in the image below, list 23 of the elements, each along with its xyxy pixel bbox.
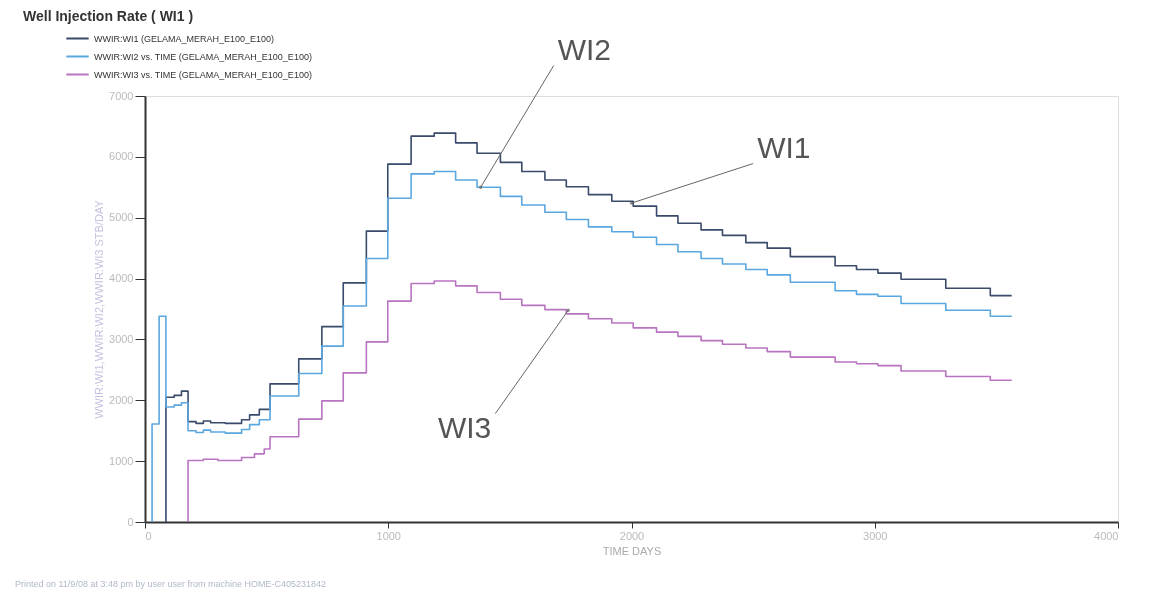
y-tick-label: 7000	[109, 89, 134, 102]
y-tick-label: 4000	[109, 272, 134, 285]
annotation: WI3	[437, 410, 492, 444]
y-tick-label: 5000	[109, 211, 134, 224]
y-tick-label: 1000	[109, 454, 134, 467]
x-tick-label: 3000	[863, 529, 888, 542]
y-tick-label: 3000	[109, 332, 134, 345]
x-tick-label: 2000	[619, 529, 645, 542]
x-axis-title: TIME DAYS	[602, 544, 662, 557]
annotation: WI2	[557, 32, 611, 66]
text: Printed on 11/9/08 at 3:48 pm by user user from machine HOME-C405231842	[15, 579, 327, 589]
legend-label: WWIR:WI3 vs. TIME (GELAMA_MERAH_E100_E100)	[94, 69, 312, 80]
legend-label: WWIR:WI2 vs. TIME (GELAMA_MERAH_E100_E100)	[94, 51, 312, 62]
chart-title: Well Injection Rate ( WI1 )	[23, 8, 194, 24]
x-tick-label: 0	[145, 529, 152, 542]
legend-label: WWIR:WI1 (GELAMA_MERAH_E100_E100)	[94, 33, 275, 44]
y-tick-label: 2000	[109, 393, 134, 406]
annotation: WI1	[757, 130, 811, 164]
y-axis-title: WWIR:WI1,WWIR:WI2,WWIR:WI3 STB/DAY	[93, 199, 106, 419]
x-tick-label: 1000	[376, 529, 401, 542]
y-tick-label: 0	[127, 515, 134, 528]
y-tick-label: 6000	[109, 150, 134, 163]
x-tick-label: 4000	[1094, 529, 1119, 542]
